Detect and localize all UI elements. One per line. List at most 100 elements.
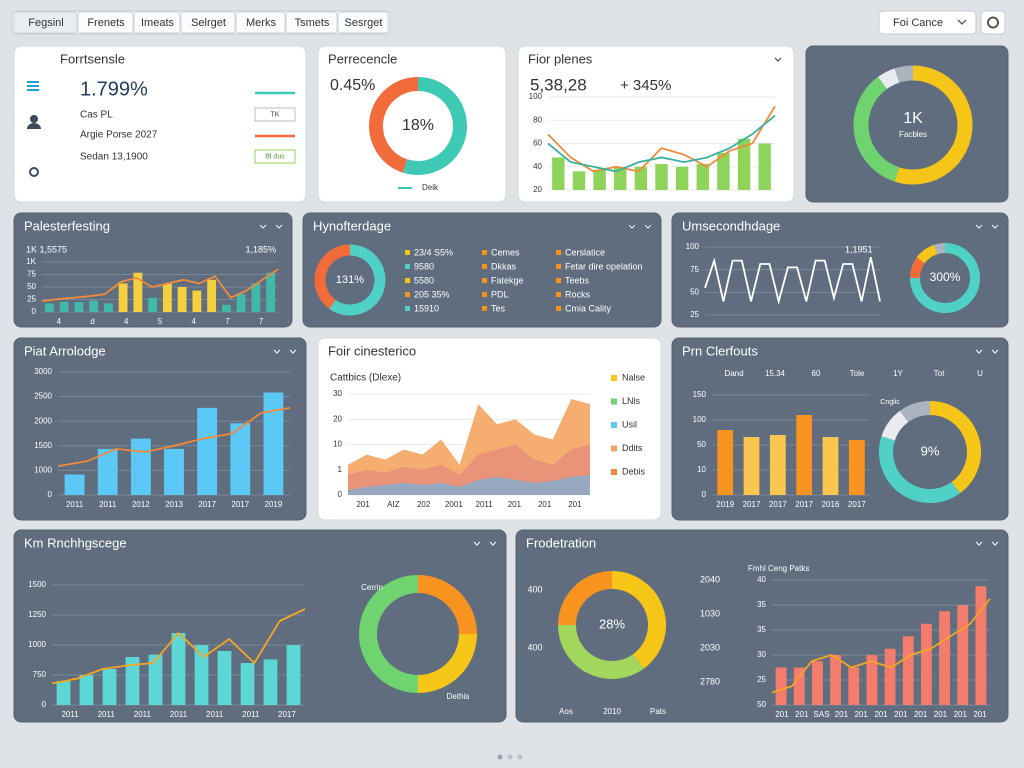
tab-label: Sesrget <box>345 17 383 29</box>
tab[interactable] <box>337 11 389 34</box>
note: 1,185% <box>245 244 276 254</box>
bar <box>103 303 113 312</box>
bar <box>97 448 118 495</box>
x-tick-label: 7 <box>259 317 264 326</box>
x-tick-label: d <box>90 317 94 326</box>
y-tick-label: 40 <box>757 575 766 584</box>
settings-button[interactable] <box>980 10 1006 35</box>
legend-marker <box>482 264 487 269</box>
panel <box>13 45 307 203</box>
panel <box>13 337 307 521</box>
y-tick-label: 50 <box>757 700 766 709</box>
y-tick-label: 50 <box>697 440 706 449</box>
x-tick-label: 2017 <box>795 500 813 509</box>
header-label: U <box>977 369 983 378</box>
x-tick-label: 2017 <box>231 500 249 509</box>
x-tick-label: 201 <box>855 710 869 719</box>
y-tick-label: 10 <box>333 440 342 449</box>
bar <box>79 675 94 705</box>
donut-segment <box>558 571 613 626</box>
panel-title: Prn Clerfouts <box>682 343 758 358</box>
bar <box>194 645 209 705</box>
bar <box>192 290 202 312</box>
legend-marker <box>556 250 561 255</box>
area <box>348 474 590 495</box>
x-tick-label: 2011 <box>61 710 79 719</box>
bar <box>758 143 771 190</box>
panel-title: Umsecondhdage <box>682 218 780 233</box>
tab[interactable] <box>285 11 338 34</box>
bar <box>902 636 914 705</box>
legend-marker <box>482 306 487 311</box>
tab[interactable] <box>235 11 286 34</box>
y-tick-label: 25 <box>757 675 766 684</box>
x-tick-label: 7 <box>225 317 230 326</box>
y-tick-label: 75 <box>690 265 699 274</box>
bar <box>74 302 84 312</box>
tab-label: Imeats <box>141 17 175 29</box>
tab[interactable] <box>180 11 236 34</box>
bar <box>866 655 878 705</box>
tab[interactable] <box>77 11 134 34</box>
y-tick-label: 40 <box>533 162 542 171</box>
tab[interactable] <box>133 11 181 34</box>
bar <box>737 138 751 190</box>
y-tick-label: 35 <box>757 600 766 609</box>
y-tick-label: 1K <box>26 257 36 266</box>
tab-label: Merks <box>246 17 276 29</box>
bar <box>939 611 951 705</box>
panel-title: Perrecencle <box>328 51 397 66</box>
panel-title: Fior plenes <box>528 51 593 66</box>
x-tick-label: 201 <box>795 710 809 719</box>
line <box>771 598 991 694</box>
x-tick-label: 5 <box>158 317 163 326</box>
x-tick-label: 201 <box>973 710 987 719</box>
y-tick-label: 150 <box>693 390 707 399</box>
bar <box>59 302 69 312</box>
x-tick-label: 201 <box>954 710 968 719</box>
donut-segment <box>900 401 931 423</box>
panel <box>302 212 662 328</box>
gear-icon <box>29 167 39 177</box>
donut-center: 28% <box>599 616 625 631</box>
donut-segment <box>934 243 946 255</box>
y-tick-label: 2500 <box>34 392 52 401</box>
axis-label: 2010 <box>603 707 621 716</box>
panel-chevron <box>473 541 497 546</box>
donut-segment <box>314 244 351 309</box>
bar <box>263 659 278 705</box>
tab[interactable] <box>13 11 78 34</box>
pager-dot[interactable] <box>517 754 523 760</box>
y-tick-label: 3000 <box>34 367 52 376</box>
donut-segment <box>369 77 419 173</box>
legend-marker <box>405 306 410 311</box>
line <box>547 105 776 173</box>
bar <box>717 152 730 190</box>
x-tick-label: 4 <box>191 317 196 326</box>
legend-marker <box>611 422 617 428</box>
header-label: Tot <box>934 369 945 378</box>
donut-center: 1K <box>903 110 923 127</box>
pager-dot[interactable] <box>497 754 503 760</box>
donut-label: Cerrin <box>361 583 383 592</box>
legend-marker <box>611 469 617 475</box>
pager-dot[interactable] <box>507 754 513 760</box>
bar <box>822 437 839 495</box>
bar <box>217 651 232 705</box>
y-tick-label: 20 <box>533 185 542 194</box>
legend-marker <box>611 375 617 381</box>
legend-marker <box>482 292 487 297</box>
header-label: 60 <box>812 369 821 378</box>
x-tick-label: 2017 <box>198 500 216 509</box>
bar <box>884 648 896 705</box>
x-tick-label: 2016 <box>822 500 840 509</box>
y-tick-label: 30 <box>757 650 766 659</box>
donut-segment <box>329 244 386 316</box>
bar <box>266 272 276 312</box>
donut-segment <box>894 65 914 83</box>
tab-label: Fegsinl <box>28 17 63 29</box>
chevron <box>957 19 967 25</box>
x-tick-label: 202 <box>417 500 431 509</box>
dropdown[interactable] <box>878 10 977 35</box>
